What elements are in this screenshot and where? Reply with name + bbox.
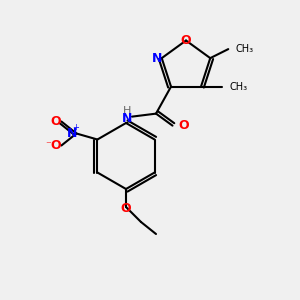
Text: O: O [178,119,189,132]
Text: ⁻: ⁻ [45,140,51,151]
Text: +: + [72,123,79,132]
Text: O: O [121,202,131,215]
Text: O: O [50,139,61,152]
Text: N: N [67,127,77,140]
Text: H: H [123,106,132,116]
Text: O: O [181,34,191,47]
Text: O: O [50,115,61,128]
Text: CH₃: CH₃ [236,44,254,54]
Text: N: N [152,52,162,64]
Text: N: N [122,112,133,124]
Text: CH₃: CH₃ [230,82,247,92]
